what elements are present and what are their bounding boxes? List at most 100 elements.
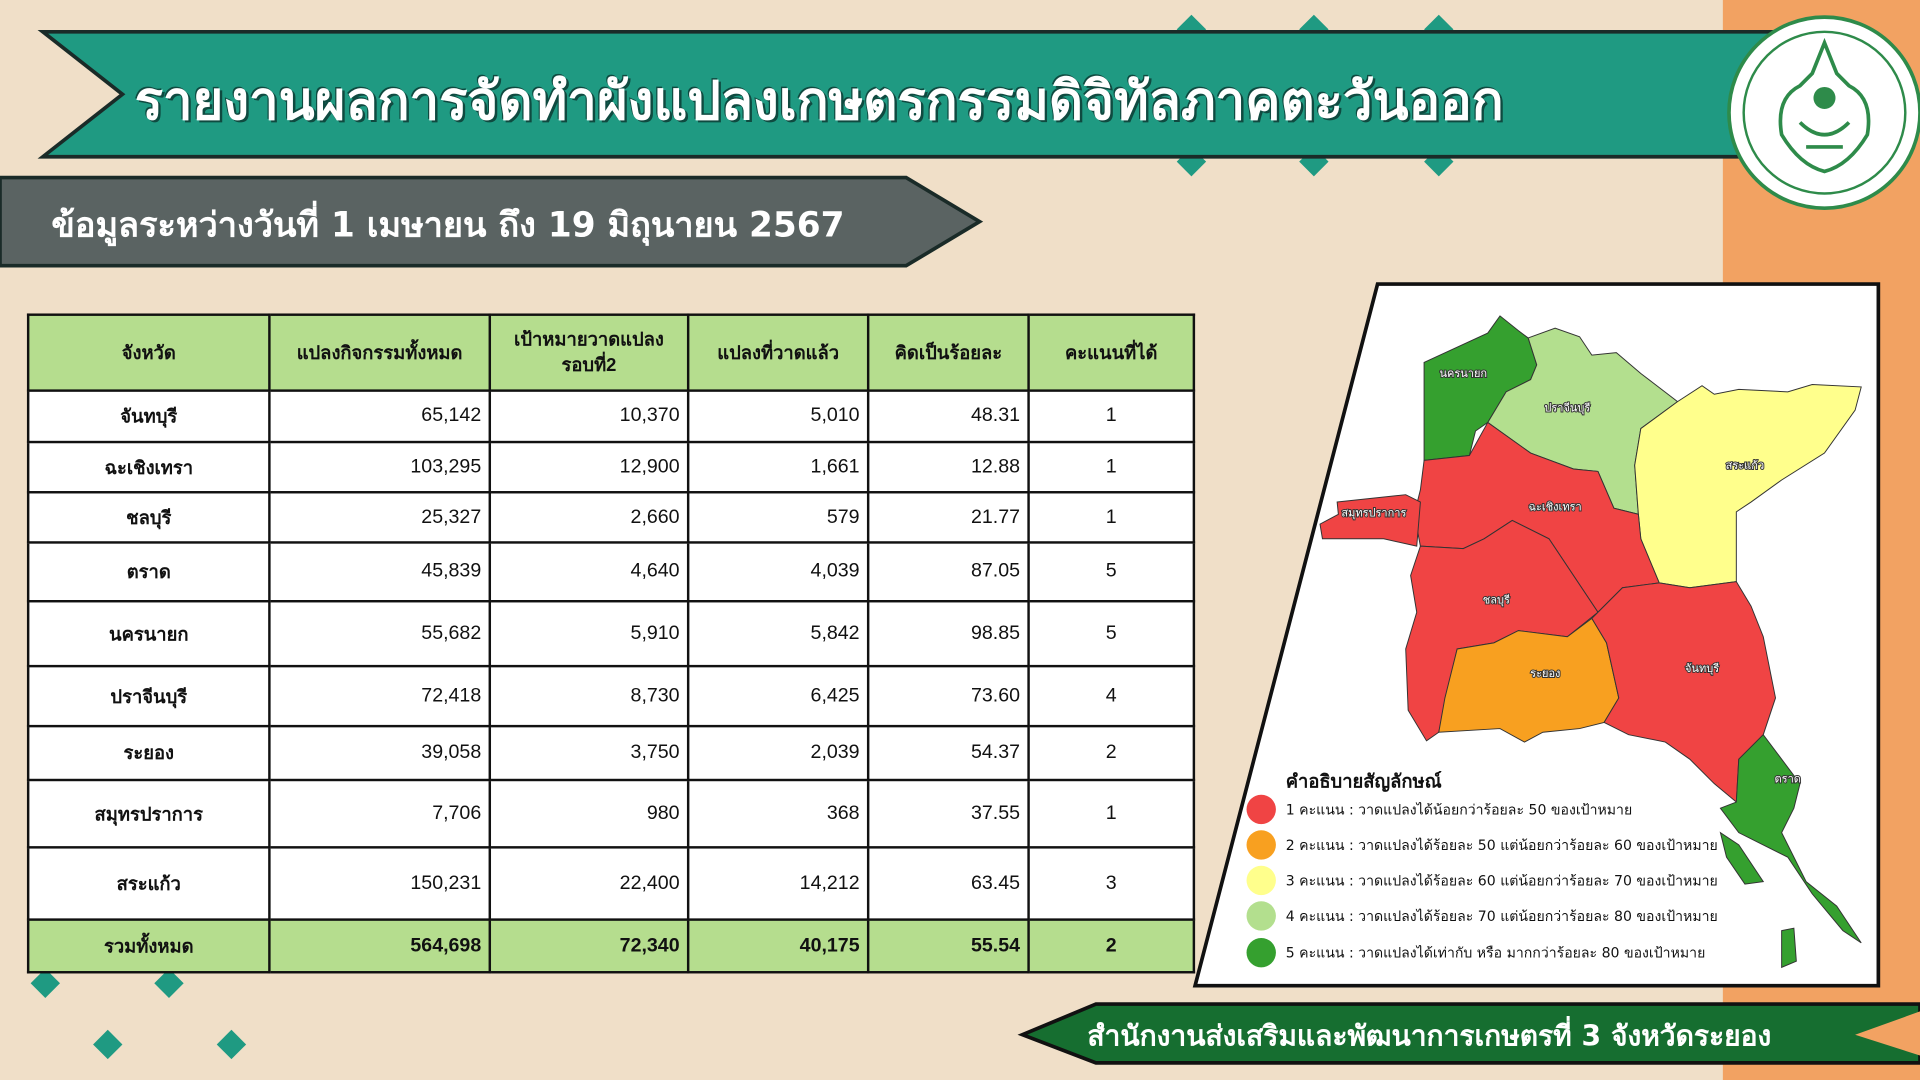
legend-swatch	[1246, 865, 1276, 896]
total-cell: 2	[1027, 918, 1196, 974]
map-label-chonburi: ชลบุรี	[1483, 594, 1510, 607]
value-cell: 39,058	[268, 724, 492, 782]
total-cell: 40,175	[686, 918, 870, 974]
table-row: นครนายก 55,682 5,910 5,842 98.85 5	[26, 600, 1196, 668]
legend-item: 1 คะแนน : วาดแปลงได้น้อยกว่าร้อยละ 50 ขอ…	[1285, 800, 1633, 818]
value-cell: 73.60	[866, 664, 1030, 728]
page-title: รายงานผลการจัดทำผังแปลงเกษตรกรรมดิจิทัลภ…	[134, 71, 1504, 133]
total-cell: 72,340	[488, 918, 690, 974]
value-cell: 2,039	[686, 724, 870, 782]
value-cell: 2	[1027, 724, 1196, 782]
footer-office-name: สำนักงานส่งเสริมและพัฒนาการเกษตรที่ 3 จั…	[1087, 1021, 1772, 1054]
map-label-prachinburi: ปราจีนบุรี	[1544, 401, 1590, 414]
legend-swatch	[1246, 830, 1276, 860]
province-cell: จันทบุรี	[26, 389, 271, 444]
province-results-table: จังหวัด แปลงกิจกรรมทั้งหมด เป้าหมายวาดแป…	[26, 313, 1196, 974]
title-banner	[37, 30, 1778, 159]
value-cell: 87.05	[866, 541, 1030, 603]
department-logo	[1727, 15, 1920, 210]
table-row: ปราจีนบุรี 72,418 8,730 6,425 73.60 4	[26, 664, 1196, 728]
province-cell: นครนายก	[26, 600, 271, 668]
value-cell: 21.77	[866, 491, 1030, 544]
legend-swatch	[1246, 901, 1276, 931]
province-cell: ระยอง	[26, 724, 271, 782]
value-cell: 5,010	[686, 389, 870, 444]
value-cell: 4,039	[686, 541, 870, 603]
legend-swatches	[1246, 794, 1276, 968]
value-cell: 10,370	[488, 389, 690, 444]
column-header: แปลงที่วาดแล้ว	[686, 313, 870, 392]
total-cell: รวมทั้งหมด	[26, 918, 271, 974]
value-cell: 6,425	[686, 664, 870, 728]
table-row: ชลบุรี 25,327 2,660 579 21.77 1	[26, 491, 1196, 544]
value-cell: 150,231	[268, 846, 492, 921]
value-cell: 1	[1027, 389, 1196, 444]
map-label-rayong: ระยอง	[1530, 667, 1560, 680]
value-cell: 4	[1027, 664, 1196, 728]
value-cell: 4,640	[488, 541, 690, 603]
value-cell: 1	[1027, 440, 1196, 494]
value-cell: 54.37	[866, 724, 1030, 782]
value-cell: 103,295	[268, 440, 492, 494]
column-header: คะแนนที่ได้	[1027, 313, 1196, 392]
date-range-subtitle: ข้อมูลระหว่างวันที่ 1 เมษายน ถึง 19 มิถุ…	[51, 204, 845, 245]
footer-banner	[1017, 1002, 1920, 1065]
legend-swatch	[1246, 937, 1276, 968]
total-cell: 55.54	[866, 918, 1030, 974]
province-cell: สมุทรปราการ	[26, 778, 271, 849]
value-cell: 1,661	[686, 440, 870, 494]
province-cell: สระแก้ว	[26, 846, 271, 921]
value-cell: 72,418	[268, 664, 492, 728]
total-cell: 564,698	[268, 918, 492, 974]
value-cell: 579	[686, 491, 870, 544]
value-cell: 368	[686, 778, 870, 849]
value-cell: 65,142	[268, 389, 492, 444]
value-cell: 5	[1027, 541, 1196, 603]
map-label-sa-kaeo: สระแก้ว	[1726, 459, 1765, 472]
map-label-nakhon-nayok: นครนายก	[1439, 367, 1487, 380]
value-cell: 3,750	[488, 724, 690, 782]
table-header-row: จังหวัด แปลงกิจกรรมทั้งหมด เป้าหมายวาดแป…	[26, 313, 1196, 392]
table-row: ตราด 45,839 4,640 4,039 87.05 5	[26, 541, 1196, 603]
province-cell: ชลบุรี	[26, 491, 271, 544]
province-cell: ตราด	[26, 541, 271, 603]
province-cell: ฉะเชิงเทรา	[26, 440, 271, 494]
map-label-samut-prakan: สมุทรปราการ	[1341, 507, 1406, 520]
table-row: ฉะเชิงเทรา 103,295 12,900 1,661 12.88 1	[26, 440, 1196, 494]
legend-swatch	[1246, 794, 1276, 825]
table-row: สมุทรปราการ 7,706 980 368 37.55 1	[26, 778, 1196, 849]
value-cell: 1	[1027, 491, 1196, 544]
value-cell: 55,682	[268, 600, 492, 668]
legend-title: คำอธิบายสัญลักษณ์	[1285, 770, 1442, 793]
value-cell: 1	[1027, 778, 1196, 849]
column-header: คิดเป็นร้อยละ	[866, 313, 1030, 392]
province-cell: ปราจีนบุรี	[26, 664, 271, 728]
map-label-chachoengsao: ฉะเชิงเทรา	[1529, 501, 1582, 514]
table-row: จันทบุรี 65,142 10,370 5,010 48.31 1	[26, 389, 1196, 444]
table-total-row: รวมทั้งหมด 564,698 72,340 40,175 55.54 2	[26, 918, 1196, 974]
value-cell: 980	[488, 778, 690, 849]
value-cell: 5	[1027, 600, 1196, 668]
legend-item: 3 คะแนน : วาดแปลงได้ร้อยละ 60 แต่น้อยกว่…	[1285, 871, 1718, 889]
value-cell: 37.55	[866, 778, 1030, 849]
value-cell: 7,706	[268, 778, 492, 849]
legend-item: 5 คะแนน : วาดแปลงได้เท่ากับ หรือ มากกว่า…	[1285, 944, 1706, 962]
value-cell: 25,327	[268, 491, 492, 544]
value-cell: 5,910	[488, 600, 690, 668]
legend-item: 4 คะแนน : วาดแปลงได้ร้อยละ 70 แต่น้อยกว่…	[1285, 907, 1718, 925]
value-cell: 5,842	[686, 600, 870, 668]
value-cell: 45,839	[268, 541, 492, 603]
province-map: นครนายก ปราจีนบุรี สระแก้ว ฉะเชิงเทรา สม…	[1319, 315, 1862, 969]
column-header: แปลงกิจกรรมทั้งหมด	[268, 313, 492, 392]
value-cell: 12.88	[866, 440, 1030, 494]
province-trat	[1719, 733, 1862, 944]
value-cell: 22,400	[488, 846, 690, 921]
subtitle-banner	[0, 175, 984, 268]
map-label-chanthaburi: จันทบุรี	[1685, 662, 1719, 675]
value-cell: 14,212	[686, 846, 870, 921]
table-row: ระยอง 39,058 3,750 2,039 54.37 2	[26, 724, 1196, 782]
value-cell: 3	[1027, 846, 1196, 921]
map-label-trat: ตราด	[1775, 772, 1801, 785]
